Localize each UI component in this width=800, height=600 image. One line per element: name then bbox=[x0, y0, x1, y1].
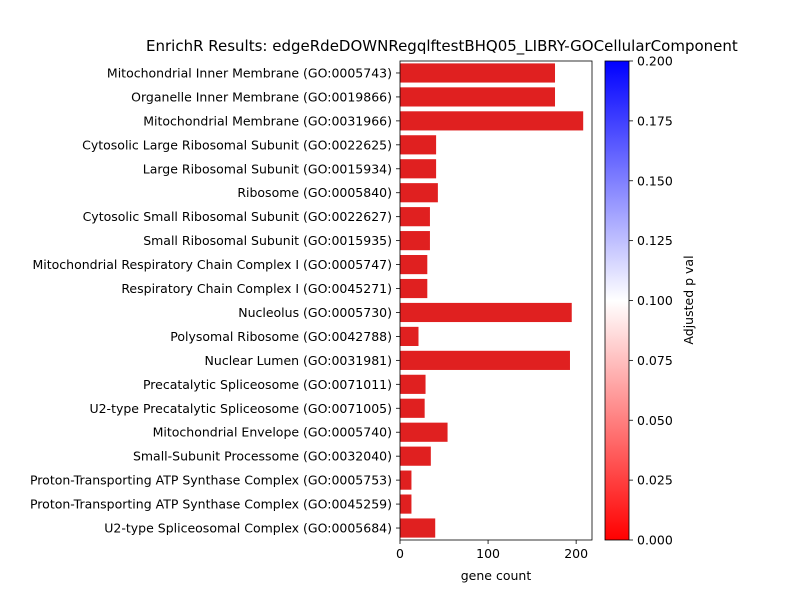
colorbar-tick-label: 0.150 bbox=[637, 173, 673, 188]
colorbar-gradient bbox=[604, 60, 630, 541]
bar bbox=[400, 374, 426, 394]
bar bbox=[400, 159, 437, 179]
y-tick-label: Respiratory Chain Complex I (GO:0045271) bbox=[121, 281, 392, 296]
chart-title: EnrichR Results: edgeRdeDOWNRegqlftestBH… bbox=[146, 37, 738, 56]
bar bbox=[400, 207, 430, 227]
bar bbox=[400, 422, 448, 442]
bar bbox=[400, 446, 431, 466]
colorbar-tick-label: 0.025 bbox=[637, 473, 673, 488]
y-tick-label: U2-type Spliceosomal Complex (GO:0005684… bbox=[104, 521, 392, 536]
bar bbox=[400, 494, 412, 514]
y-tick-label: Mitochondrial Membrane (GO:0031966) bbox=[143, 113, 392, 128]
y-tick-label: Cytosolic Large Ribosomal Subunit (GO:00… bbox=[82, 137, 392, 152]
colorbar: 0.000 0.025 0.050 0.075 0.100 0.125 0.150 0.175… bbox=[604, 54, 673, 548]
bar bbox=[400, 278, 428, 299]
colorbar-tick-label: 0.175 bbox=[637, 113, 673, 128]
colorbar-tick-label: 0.100 bbox=[637, 293, 673, 308]
colorbar-tick-label: 0.125 bbox=[637, 233, 673, 248]
colorbar-tick-label: 0.050 bbox=[637, 413, 673, 428]
bar bbox=[400, 111, 584, 131]
x-tick-label: 200 bbox=[564, 546, 588, 561]
y-tick-label: Small-Subunit Processome (GO:0032040) bbox=[133, 449, 392, 464]
colorbar-tick-label: 0.200 bbox=[637, 54, 673, 69]
y-tick-label: Cytosolic Small Ribosomal Subunit (GO:00… bbox=[83, 209, 392, 224]
y-tick-label: U2-type Precatalytic Spliceosome (GO:007… bbox=[89, 401, 392, 416]
bar bbox=[400, 470, 412, 490]
x-axis-label: gene count bbox=[461, 568, 532, 583]
y-tick-label: Ribosome (GO:0005840) bbox=[237, 185, 392, 200]
bar bbox=[400, 326, 419, 347]
bar bbox=[400, 183, 438, 203]
bar bbox=[400, 254, 428, 275]
bar bbox=[400, 135, 437, 155]
plot-frame bbox=[399, 60, 593, 541]
colorbar-tick-label: 0.075 bbox=[637, 353, 673, 368]
y-tick-label: Mitochondrial Envelope (GO:0005740) bbox=[153, 425, 392, 440]
y-tick-label: Nuclear Lumen (GO:0031981) bbox=[205, 353, 392, 368]
plot-area: Mitochondrial Inner Membrane (GO:0005743… bbox=[30, 60, 593, 561]
colorbar-tick-label: 0.000 bbox=[637, 533, 673, 548]
bar bbox=[400, 231, 430, 251]
y-tick-label: Polysomal Ribosome (GO:0042788) bbox=[170, 329, 392, 344]
colorbar-label: Adjusted p val bbox=[681, 255, 696, 344]
y-tick-label: Small Ribosomal Subunit (GO:0015935) bbox=[143, 233, 392, 248]
bar bbox=[400, 398, 425, 418]
y-tick-label: Proton-Transporting ATP Synthase Complex… bbox=[30, 497, 392, 512]
y-tick-label: Large Ribosomal Subunit (GO:0015934) bbox=[143, 161, 392, 176]
bar bbox=[400, 63, 556, 83]
x-tick-label: 100 bbox=[476, 546, 500, 561]
x-tick-label: 0 bbox=[396, 546, 404, 561]
y-tick-label: Proton-Transporting ATP Synthase Complex… bbox=[30, 473, 392, 488]
bar bbox=[400, 302, 572, 323]
y-tick-label: Mitochondrial Inner Membrane (GO:0005743… bbox=[107, 65, 392, 80]
y-tick-label: Mitochondrial Respiratory Chain Complex … bbox=[33, 257, 393, 272]
y-tick-label: Nucleolus (GO:0005730) bbox=[238, 305, 392, 320]
bar bbox=[400, 518, 436, 538]
bar bbox=[400, 350, 570, 370]
y-tick-label: Precatalytic Spliceosome (GO:0071011) bbox=[143, 377, 392, 392]
y-tick-label: Organelle Inner Membrane (GO:0019866) bbox=[131, 89, 392, 104]
bar bbox=[400, 87, 556, 107]
